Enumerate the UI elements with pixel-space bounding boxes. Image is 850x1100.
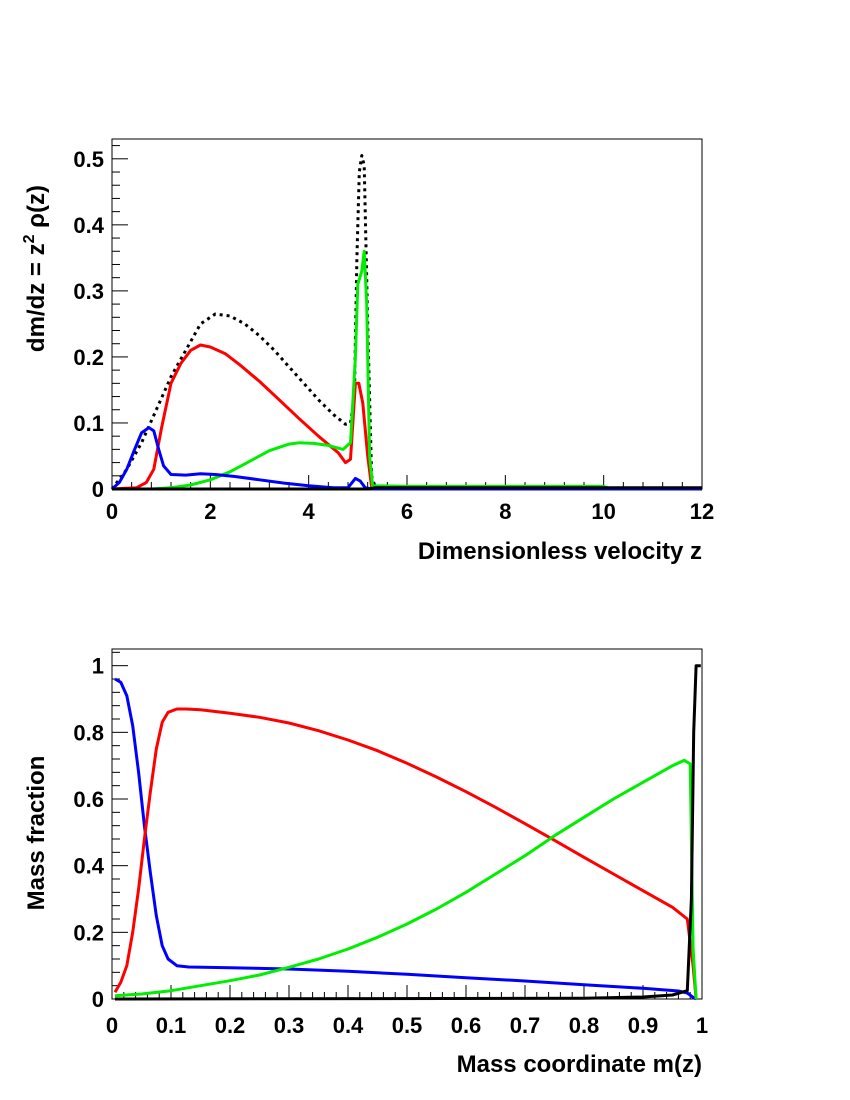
- y-tick-label: 0.1: [73, 411, 104, 436]
- plot-frame-bottom: [111, 648, 703, 1000]
- y-axis-title-top: dm/dz = z2 ρ(z): [21, 185, 50, 352]
- series-line-5: [112, 486, 702, 491]
- x-tick-label: 4: [303, 499, 316, 524]
- x-axis-title-bottom: Mass coordinate m(z): [457, 1051, 702, 1078]
- series-group-bottom: [113, 664, 701, 1001]
- y-tick-label: 0.4: [73, 213, 104, 238]
- x-axis-title-top: Dimensionless velocity z: [418, 538, 702, 565]
- x-tick-label: 0.1: [156, 1013, 187, 1038]
- series-line-3: [112, 249, 702, 491]
- tick-marks-top: [111, 145, 703, 490]
- y-tick-label: 0.4: [73, 854, 104, 879]
- series-group-top: [110, 154, 702, 491]
- x-tick-label: 1: [696, 1013, 708, 1038]
- x-tick-label: 2: [204, 499, 216, 524]
- y-tick-label: 0.3: [73, 279, 104, 304]
- x-tick-label: 0.5: [392, 1013, 423, 1038]
- y-tick-label: 0.6: [73, 787, 104, 812]
- x-tick-label: 0.9: [628, 1013, 659, 1038]
- series-line-3: [114, 758, 698, 1000]
- series-line-4: [111, 426, 702, 491]
- y-tick-label: 0.2: [73, 920, 104, 945]
- series-line-1: [110, 154, 702, 491]
- series-line-1: [114, 677, 697, 1001]
- tick-marks-bottom: [111, 651, 703, 1000]
- velocity-panel: 0 2 4 6 8 10 12 0 0.1 0.2 0.3 0.4 0.5 Dimensionless …: [21, 138, 714, 565]
- x-tick-label: 0.8: [569, 1013, 600, 1038]
- y-tick-label: 0.2: [73, 345, 104, 370]
- tick-labels-top: 0 2 4 6 8 10 12 0 0.1 0.2 0.3 0.4 0.5: [73, 147, 714, 524]
- x-tick-label: 0.2: [215, 1013, 246, 1038]
- x-tick-label: 6: [401, 499, 413, 524]
- series-line-4: [114, 664, 701, 1001]
- y-tick-label: 0: [92, 477, 104, 502]
- tick-labels-bottom: 0 0.1 0.2 0.3 0.4 0.5 0.6 0.7 0.8 0.9 1 0 0.2 0.4 0.6 0…: [73, 654, 708, 1038]
- y-tick-label: 0.5: [73, 147, 104, 172]
- x-tick-label: 12: [690, 499, 714, 524]
- mass-panel: 0 0.1 0.2 0.3 0.4 0.5 0.6 0.7 0.8 0.9 1 0 0.2 0.4 0.6 0…: [23, 648, 708, 1078]
- y-tick-label: 0: [92, 987, 104, 1012]
- y-tick-label: 1: [92, 654, 104, 679]
- x-tick-label: 0.4: [333, 1013, 364, 1038]
- x-tick-label: 0.7: [510, 1013, 541, 1038]
- plot-frame-top: [111, 138, 703, 490]
- y-axis-title-superscript: 2: [21, 234, 38, 243]
- y-tick-label: 0.8: [73, 720, 104, 745]
- series-line-2: [111, 343, 702, 491]
- x-tick-label: 10: [591, 499, 615, 524]
- y-axis-title-bottom: Mass fraction: [23, 756, 50, 911]
- series-line-2: [113, 707, 698, 1000]
- x-tick-label: 0: [106, 499, 118, 524]
- x-tick-label: 0: [106, 1013, 118, 1038]
- x-tick-label: 0.6: [451, 1013, 482, 1038]
- x-tick-label: 8: [499, 499, 511, 524]
- x-tick-label: 0.3: [274, 1013, 305, 1038]
